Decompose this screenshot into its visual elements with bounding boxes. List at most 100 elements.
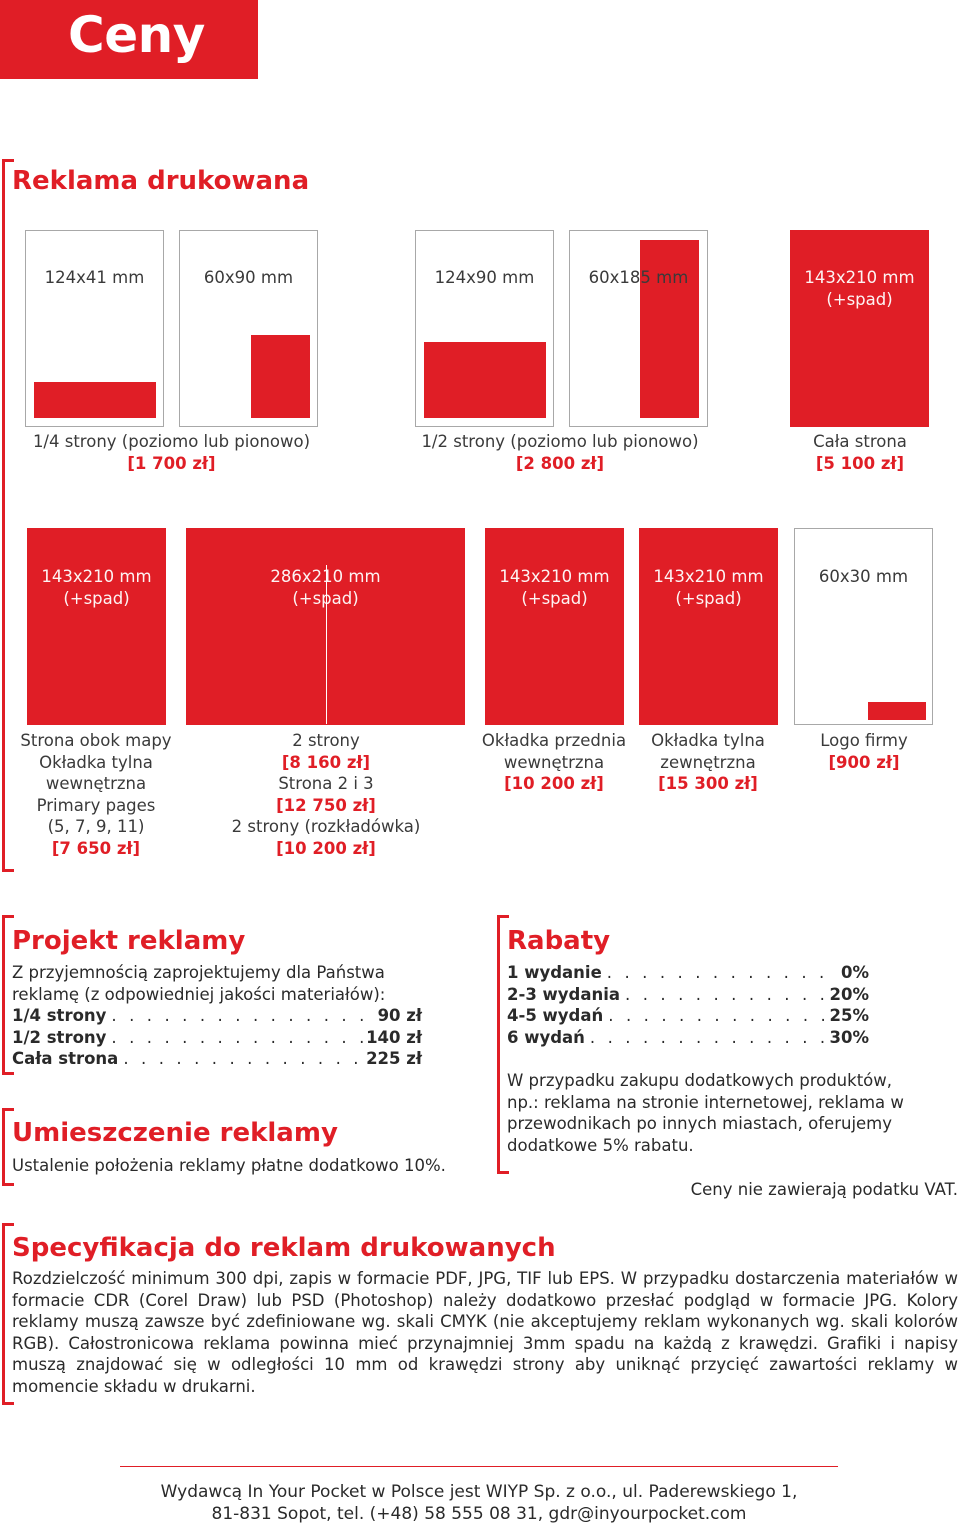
price-row-label: 1/4 strony [12,1006,107,1026]
price-row-label: 1/2 strony [12,1027,107,1047]
caption-price: [10 200 zł] [504,774,604,793]
ad-dimension: 124x41 mm [44,268,145,287]
caption-label: 2 strony (rozkładówka) [231,817,421,836]
caption-label: 1/4 strony (poziomo lub pionowo) [32,432,311,451]
section-title-spec: Specyfikacja do reklam drukowanych [12,1233,556,1263]
caption-price: [15 300 zł] [658,774,758,793]
price-row-value: 140 zł [366,1027,422,1047]
ad-dimension: 60x185 mm [588,268,689,287]
ad-dimension-line: 286x210 mm [270,567,381,586]
ad-size-box-quarter-horizontal: 124x41 mm [25,230,164,427]
footer-line: 81-831 Sopot, tel. (+48) 58 555 08 31, g… [211,1504,747,1524]
discount-label: 6 wydań [507,1027,585,1047]
discount-note-line: przewodnikach po innych miastach, oferuj… [507,1114,893,1134]
leader-dots [603,1005,826,1027]
caption-label: Primary pages [36,795,156,815]
ad-dimension-line: 143x210 mm [653,567,764,586]
discount-value: 25% [829,1006,870,1026]
price-row-value: 225 zł [366,1049,422,1069]
discount-value: 20% [829,984,870,1004]
caption-label: 2 strony [292,731,360,750]
ad-dimension: 143x210 mm (+spad) [640,566,777,610]
ad-area [868,702,926,720]
section-bracket-design [2,915,14,1075]
leader-dots [118,1048,363,1070]
ad-dimension: 143x210 mm (+spad) [486,566,623,610]
caption-price: [1 700 zł] [127,453,216,473]
ad-caption-quarter: 1/4 strony (poziomo lub pionowo) [1 700 … [20,431,323,474]
ad-size-box-logo: 60x30 mm [794,528,933,725]
caption-label: Okładka przednia [481,731,627,750]
discount-row: 1 wydanie 0% [507,962,869,984]
ad-size-box-front-inner-cover: 143x210 mm (+spad) [485,528,624,725]
leader-dots [620,984,826,1006]
spec-text: Rozdzielczość minimum 300 dpi, zapis w f… [12,1269,958,1396]
ad-dimension-line: (+spad) [521,589,588,608]
caption-label: Okładka tylna [651,731,765,750]
ad-size-box-quarter-vertical: 60x90 mm [179,230,318,427]
design-intro: Z przyjemnością zaprojektujemy dla Państ… [12,963,385,982]
caption-label: Logo firmy [820,731,908,750]
caption-label: wewnętrzna [45,774,147,793]
discount-row: 2-3 wydania 20% [507,984,869,1006]
discount-label: 1 wydanie [507,963,602,982]
ad-caption-half: 1/2 strony (poziomo lub pionowo) [2 800 … [405,431,715,474]
ad-area [251,335,310,418]
caption-label: Strona obok mapy [20,731,172,750]
ad-size-box-spread: 286x210 mm (+spad) [186,528,465,725]
caption-label: wewnętrzna [503,752,605,772]
ad-size-box-half-vertical: 60x185 mm [569,230,708,427]
price-row: Cała strona 225 zł [12,1048,422,1070]
price-row-label: Cała strona [12,1049,119,1069]
footer-divider [120,1466,838,1467]
caption-price: [2 800 zł] [515,453,605,473]
ad-area [34,382,156,418]
discount-value: 0% [840,963,869,982]
discount-label: 2-3 wydania [507,984,621,1004]
price-row-value: 90 zł [377,1006,422,1026]
ad-area [424,342,546,418]
discount-row: 4-5 wydań 25% [507,1005,869,1027]
discount-label: 4-5 wydań [507,1006,604,1026]
caption-label: Cała strona [813,432,907,451]
ad-caption-front-inner-cover: Okładka przednia wewnętrzna [10 200 zł] [470,730,638,795]
ad-dimension-line: (+spad) [826,290,893,309]
ad-size-box-full-page: 143x210 mm (+spad) [790,230,929,427]
discount-note-line: dodatkowe 5% rabatu. [507,1135,694,1155]
spread-fold-line [326,565,327,724]
ad-caption-map-page: Strona obok mapy Okładka tylna wewnętrzn… [12,730,180,859]
ad-dimension: 60x30 mm [818,567,909,586]
ad-dimension: 124x90 mm [434,268,535,287]
caption-price: [8 160 zł] [281,752,371,772]
design-intro: reklamę (z odpowiedniej jakości materiał… [12,984,386,1004]
ad-dimension-line: 143x210 mm [41,567,152,586]
page-title: Ceny [68,6,205,64]
section-title-design: Projekt reklamy [12,926,246,956]
title-banner [0,0,258,79]
footer: Wydawcą In Your Pocket w Polsce jest WIY… [120,1481,838,1525]
ad-caption-back-outer-cover: Okładka tylna zewnętrzna [15 300 zł] [630,730,786,795]
ad-area [640,240,699,418]
caption-price: [5 100 zł] [815,453,905,473]
price-row: 1/2 strony 140 zł [12,1027,422,1049]
section-title-print: Reklama drukowana [12,166,310,196]
caption-price: [12 750 zł] [276,795,376,815]
design-block: Z przyjemnością zaprojektujemy dla Państ… [12,962,422,1070]
caption-label: 1/2 strony (poziomo lub pionowo) [421,432,699,451]
ad-caption-full: Cała strona [5 100 zł] [780,431,940,474]
ad-caption-logo: Logo firmy [900 zł] [790,730,938,773]
section-bracket-placement [2,1108,14,1186]
discount-value: 30% [829,1027,870,1047]
ad-dimension-line: 143x210 mm [804,268,915,287]
footer-line: Wydawcą In Your Pocket w Polsce jest WIY… [160,1482,798,1502]
ad-dimension-line: (+spad) [63,589,130,608]
caption-label: (5, 7, 9, 11) [47,817,145,836]
caption-label: Okładka tylna [39,752,153,772]
ad-dimension: 60x90 mm [203,268,294,287]
caption-price: [7 650 zł] [51,838,141,858]
price-row: 1/4 strony 90 zł [12,1005,422,1027]
leader-dots [602,962,838,984]
section-bracket-spec [2,1223,14,1405]
ad-size-box-half-horizontal: 124x90 mm [415,230,554,427]
section-title-discounts: Rabaty [507,926,611,956]
